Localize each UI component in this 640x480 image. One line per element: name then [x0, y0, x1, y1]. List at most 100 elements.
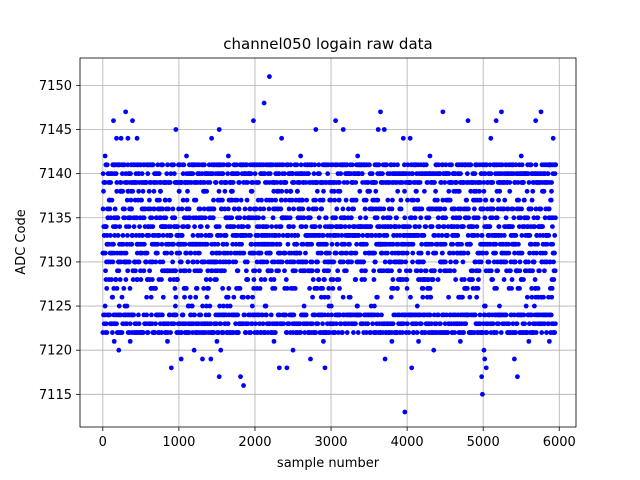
data-point	[531, 215, 537, 221]
data-point	[180, 312, 186, 318]
data-point	[197, 206, 203, 212]
data-point	[215, 241, 221, 247]
data-point	[303, 250, 308, 256]
data-point	[152, 330, 158, 335]
data-point	[521, 180, 526, 185]
data-point	[149, 215, 155, 221]
data-point	[490, 206, 496, 212]
data-point	[220, 197, 225, 203]
data-point	[235, 330, 241, 335]
data-point	[550, 241, 556, 247]
data-point	[461, 277, 467, 282]
data-point	[448, 268, 453, 274]
data-point	[218, 233, 224, 238]
data-point	[356, 233, 362, 238]
data-point	[506, 321, 512, 327]
outlier-point	[251, 118, 256, 124]
data-point	[182, 241, 188, 247]
data-point	[287, 215, 293, 221]
data-point	[330, 277, 336, 282]
data-point	[484, 330, 490, 335]
data-point	[218, 321, 223, 327]
data-point	[320, 233, 326, 238]
data-point	[201, 286, 207, 291]
data-point	[415, 197, 421, 203]
data-point	[100, 171, 106, 177]
data-points	[100, 74, 559, 415]
data-point	[465, 250, 471, 256]
data-point	[361, 259, 367, 265]
data-point	[512, 259, 518, 265]
data-point	[249, 321, 255, 327]
data-point	[464, 197, 470, 203]
data-point	[533, 330, 539, 335]
data-point	[110, 259, 116, 265]
data-point	[440, 250, 445, 256]
data-point	[237, 215, 243, 221]
outlier-point	[134, 135, 140, 141]
data-point	[416, 224, 422, 230]
data-point	[185, 259, 191, 265]
data-point	[322, 294, 328, 300]
data-point	[448, 162, 454, 168]
data-point	[143, 259, 149, 265]
data-point	[553, 162, 559, 168]
data-point	[468, 162, 474, 168]
data-point	[208, 321, 214, 327]
data-point	[405, 197, 410, 203]
data-point	[348, 215, 354, 221]
data-point	[244, 197, 250, 203]
data-point	[289, 197, 295, 203]
data-point	[301, 215, 307, 221]
data-point	[116, 303, 122, 309]
data-point	[169, 250, 174, 256]
data-point	[188, 250, 194, 256]
data-point	[327, 330, 332, 335]
outlier-point	[382, 356, 388, 362]
data-point	[473, 259, 478, 265]
data-point	[407, 224, 412, 230]
data-point	[363, 197, 369, 203]
data-point	[143, 180, 149, 185]
data-point	[150, 224, 156, 230]
data-point	[353, 277, 359, 282]
data-point	[479, 171, 485, 177]
data-point	[521, 277, 526, 282]
data-point	[211, 330, 217, 335]
data-point	[453, 259, 459, 265]
data-point	[186, 224, 191, 230]
data-point	[145, 171, 151, 177]
data-point	[139, 197, 145, 203]
data-point	[400, 321, 406, 327]
data-point	[228, 250, 234, 256]
data-point	[277, 312, 282, 318]
data-point	[452, 330, 458, 335]
data-point	[283, 180, 289, 185]
x-tick-label: 5000	[467, 435, 500, 450]
data-point	[163, 215, 169, 221]
data-point	[475, 233, 480, 238]
x-tick-label: 6000	[543, 435, 576, 450]
data-point	[395, 286, 400, 291]
data-point	[136, 321, 142, 327]
data-point	[493, 241, 499, 247]
data-point	[256, 180, 261, 185]
data-point	[403, 259, 409, 265]
data-point	[351, 206, 357, 212]
data-point	[338, 171, 344, 177]
data-point	[408, 294, 413, 300]
x-axis-label: sample number	[277, 456, 380, 471]
outlier-point	[130, 118, 135, 124]
data-point	[333, 321, 339, 327]
data-point	[337, 188, 343, 194]
data-point	[414, 303, 420, 309]
data-point	[200, 180, 206, 185]
data-point	[290, 171, 296, 177]
data-point	[280, 233, 286, 238]
data-point	[119, 330, 125, 335]
data-point	[407, 268, 413, 274]
data-point	[149, 321, 155, 327]
data-point	[242, 215, 247, 221]
data-point	[201, 206, 207, 212]
data-point	[130, 233, 135, 238]
